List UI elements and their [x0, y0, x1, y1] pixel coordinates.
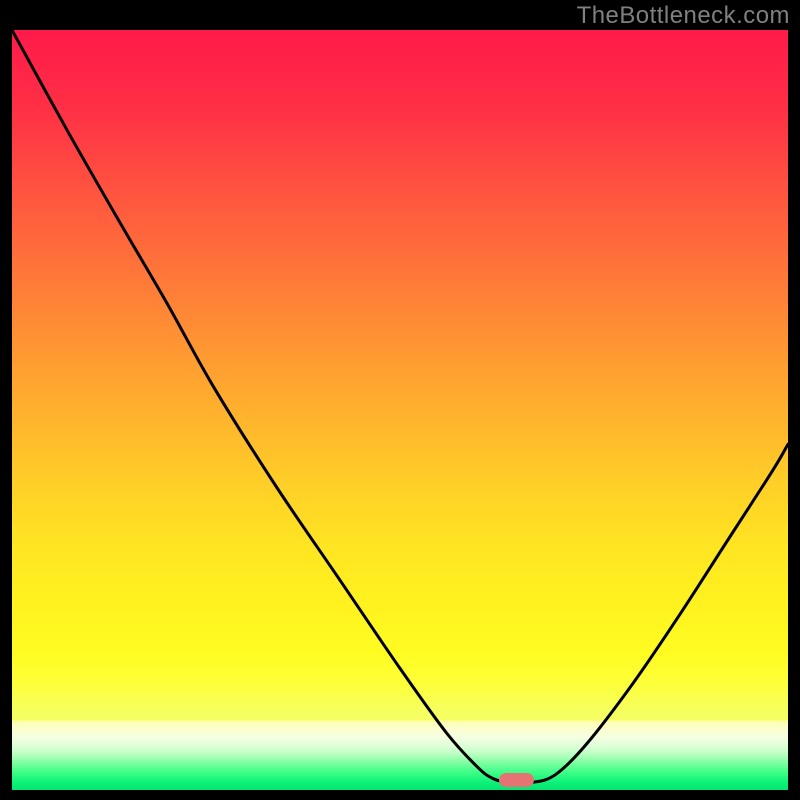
bottleneck-curve: [12, 30, 788, 790]
optimal-marker: [499, 773, 534, 787]
plot-area: [12, 30, 788, 790]
watermark-text: TheBottleneck.com: [577, 2, 790, 30]
chart-frame: TheBottleneck.com: [0, 0, 800, 800]
